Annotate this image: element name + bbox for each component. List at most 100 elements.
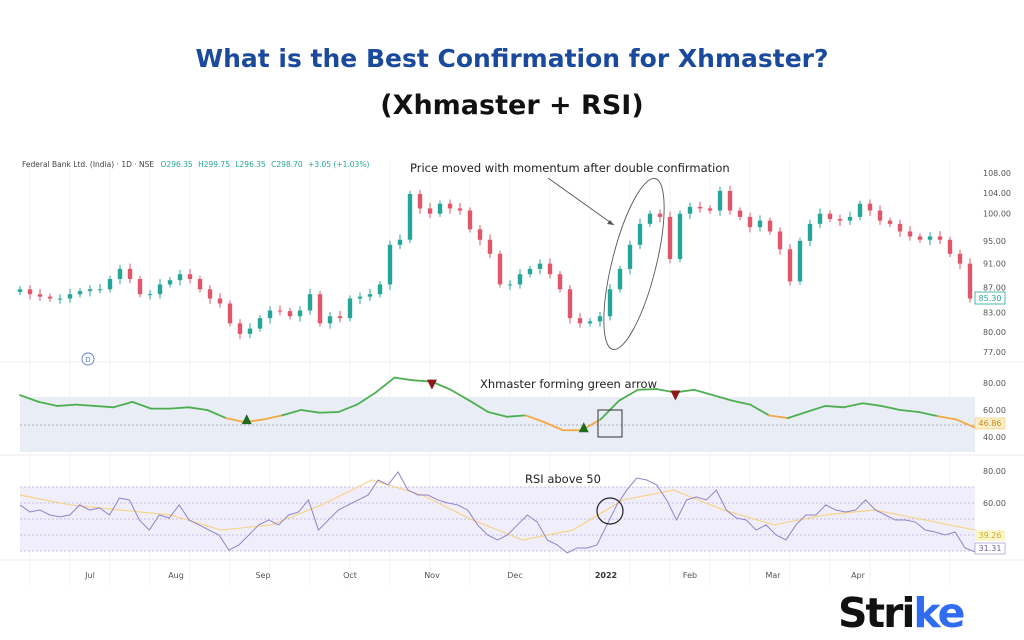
candle-body [867,203,873,211]
candle-body [327,316,333,324]
page-subtitle: (Xhmaster + RSI) [380,90,644,121]
candle-body [87,289,93,292]
xhmaster-annotation: Xhmaster forming green arrow [480,377,657,391]
candle-body [167,280,173,285]
signal-highlight-box [597,409,623,438]
candle-body [107,279,113,290]
candle-body [347,298,353,319]
xhmaster-segment [393,376,415,382]
candle-body [787,249,793,282]
candle-body [807,223,813,241]
page-title: What is the Best Confirmation for Xhmast… [195,44,829,73]
candle-body [717,190,723,211]
xhmaster-last: 46.86 [979,419,1002,428]
candle-body [747,216,753,228]
candle-body [127,268,133,280]
candle-body [307,294,313,311]
candle-body [767,220,773,232]
candle-body [147,294,153,296]
xhmaster-segment [168,406,190,410]
candle-body [727,190,733,211]
xhmaster-segment [543,421,564,432]
y-axis: 108.00 104.00 100.00 95.00 91.00 87.00 83.00 80… [983,169,1011,508]
candle-body [457,208,463,211]
date-tick: Dec [507,571,522,580]
close-value: C298.70 [271,160,303,169]
candle-body [57,298,63,300]
price-tick: 104.00 [983,189,1011,198]
candle-body [507,284,513,286]
xhmaster-segment [468,399,490,413]
xhmaster-segment [899,409,920,413]
candle-body [567,289,573,319]
xhmaster-segment [356,391,377,406]
xhmaster-segment [711,394,733,402]
dividend-marker-icon[interactable] [81,352,95,366]
xhmaster-segment [917,411,939,417]
candle-body [17,289,23,292]
candle-body [37,294,43,297]
xhmaster-segment [880,405,901,411]
arrow-head-icon [607,220,614,225]
symbol-legend: Federal Bank Ltd. (India) · 1D · NSE O29… [22,160,369,169]
xhmaster-segment [187,406,209,411]
candle-body [797,240,803,282]
candle-body [547,263,553,275]
dividend-marker-label: D [85,356,90,364]
xhmaster-segment [19,394,40,403]
candle-body [317,294,323,324]
xhmaster-segment [281,409,302,417]
xhmaster-segment [37,400,59,407]
date-tick: Sep [255,571,270,580]
candle-body [47,296,53,299]
rsi-line [19,471,976,554]
candle-body [427,208,433,214]
candle-body [247,328,253,334]
date-tick: Apr [851,571,866,580]
rsi-ma-last: 39.26 [979,531,1002,540]
xhmaster-segment [56,403,78,407]
rsi-annotation: RSI above 50 [525,472,601,486]
xhmaster-tick: 40.00 [983,433,1006,442]
xhmaster-segment [524,414,546,424]
xhmaster-segment [618,388,639,402]
candle-body [407,193,413,240]
xhmaster-segment [861,402,883,407]
date-tick: Nov [424,571,440,580]
candle-body [757,220,763,228]
xhmaster-segment [805,405,827,413]
candles [17,185,973,340]
candle-body [387,244,393,285]
candle-body [827,213,833,220]
price-tick: 100.00 [983,210,1011,219]
candle-body [157,284,163,295]
candle-body [287,311,293,317]
candle-body [837,219,843,221]
candle-body [587,321,593,324]
candle-body [417,193,423,209]
candle-body [277,310,283,312]
candle-body [667,216,673,260]
candle-body [927,236,933,240]
candle-body [647,213,653,224]
candle-body [557,274,563,290]
xhmaster-segment [955,418,976,429]
xhmaster-badge [974,417,1006,430]
xhmaster-segment [487,411,508,418]
rsi-ma-line [19,479,976,541]
candle-body [917,236,923,240]
price-tick: 83.00 [983,308,1006,317]
xhmaster-segment [824,405,845,409]
xhmaster-segment [693,388,714,397]
sell-arrow-icon [426,379,437,390]
price-tick: 91.00 [983,260,1006,269]
candle-body [357,296,363,299]
price-tick: 80.00 [983,328,1006,337]
xhmaster-signals [241,379,681,433]
candle-body [207,289,213,299]
candle-body [217,298,223,304]
candle-body [887,220,893,224]
price-tick: 108.00 [983,169,1011,178]
xhmaster-segment [112,400,134,409]
xhmaster-segment [449,388,471,402]
